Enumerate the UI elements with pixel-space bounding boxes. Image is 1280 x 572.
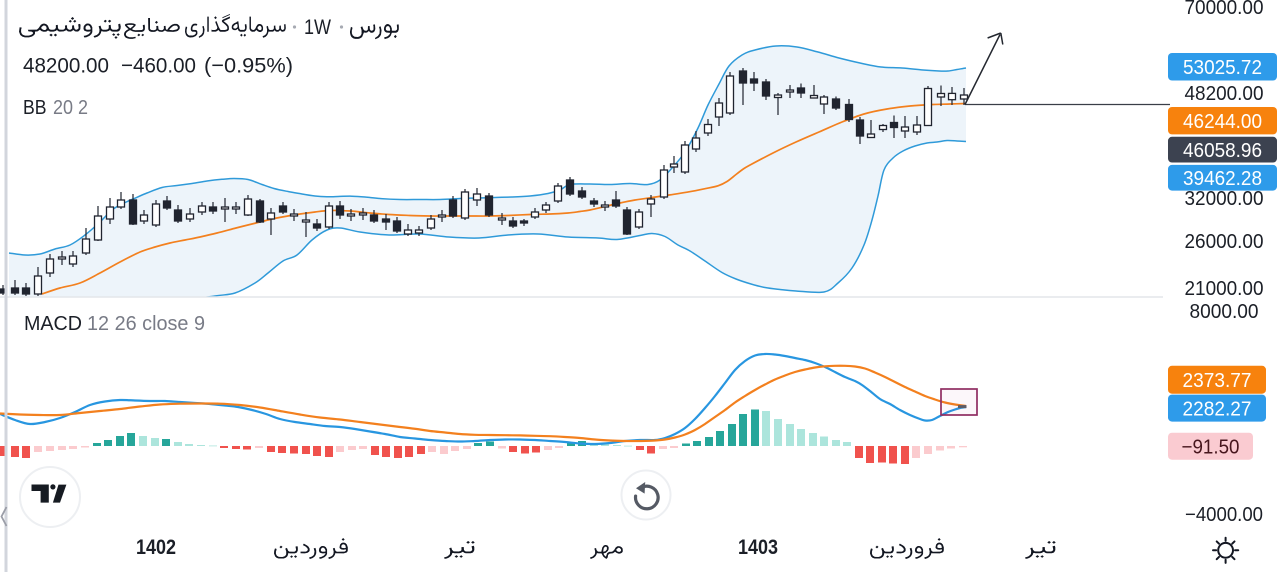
svg-text:−460.00: −460.00 xyxy=(121,54,196,78)
svg-text:8000.00: 8000.00 xyxy=(1190,301,1259,323)
svg-text:12 26 close 9: 12 26 close 9 xyxy=(87,312,205,335)
svg-text:48200.00: 48200.00 xyxy=(23,54,109,78)
svg-text:2373.77: 2373.77 xyxy=(1183,370,1252,392)
svg-text:1W: 1W xyxy=(304,16,331,39)
svg-text:70000.00: 70000.00 xyxy=(1185,0,1264,19)
svg-text:2282.27: 2282.27 xyxy=(1183,398,1252,420)
svg-text:20 2: 20 2 xyxy=(53,96,88,119)
svg-text:−91.50: −91.50 xyxy=(1182,436,1240,458)
svg-text:26000.00: 26000.00 xyxy=(1185,231,1264,253)
svg-text:46058.96: 46058.96 xyxy=(1183,140,1262,162)
svg-text:53025.72: 53025.72 xyxy=(1183,57,1262,79)
svg-text:(−0.95%): (−0.95%) xyxy=(204,54,293,78)
svg-text:BB: BB xyxy=(23,96,47,119)
svg-text:39462.28: 39462.28 xyxy=(1183,168,1262,190)
svg-text:−4000.00: −4000.00 xyxy=(1185,504,1263,526)
svg-text:21000.00: 21000.00 xyxy=(1185,278,1264,300)
svg-text:32000.00: 32000.00 xyxy=(1185,188,1264,210)
svg-text:48200.00: 48200.00 xyxy=(1185,83,1264,105)
svg-text:46244.00: 46244.00 xyxy=(1183,111,1262,133)
svg-text:1402: 1402 xyxy=(136,536,176,559)
svg-text:1403: 1403 xyxy=(738,536,778,559)
svg-text:MACD: MACD xyxy=(24,312,82,335)
